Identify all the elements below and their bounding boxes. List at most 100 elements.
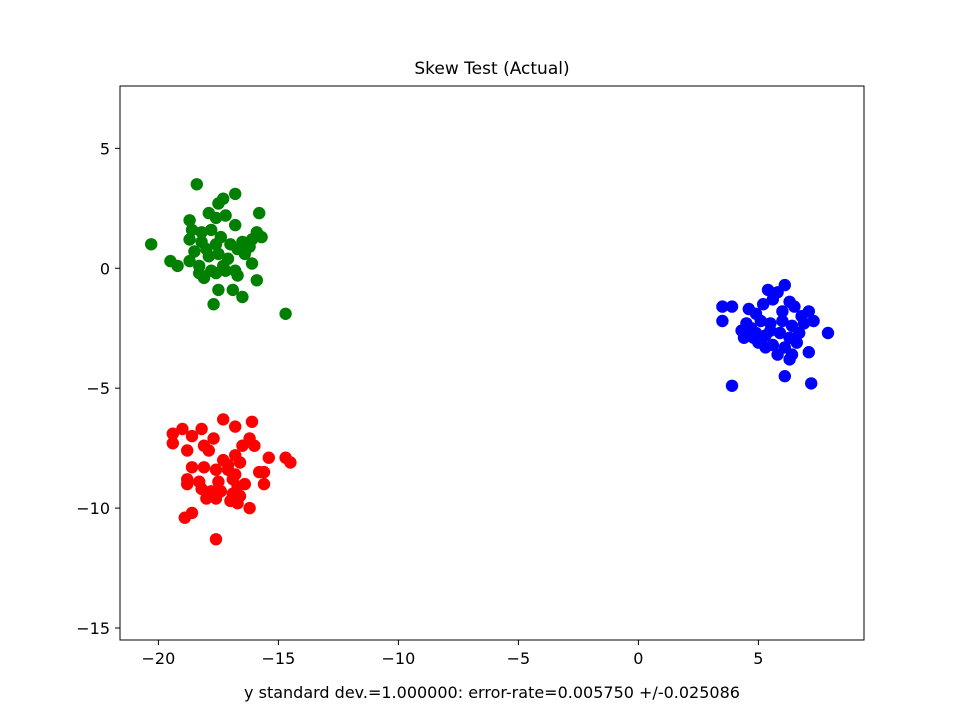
data-point xyxy=(725,300,739,313)
data-point xyxy=(262,451,275,464)
data-point xyxy=(195,226,208,239)
plot-area xyxy=(120,86,864,640)
data-point xyxy=(197,271,211,285)
x-axis-label: y standard dev.=1.000000: error-rate=0.0… xyxy=(244,683,740,702)
data-point xyxy=(776,314,789,328)
data-point xyxy=(185,461,199,474)
data-point xyxy=(790,336,803,349)
x-tick-label: −10 xyxy=(382,649,416,668)
data-point xyxy=(788,300,801,313)
data-point xyxy=(773,326,787,340)
data-point xyxy=(209,463,223,476)
data-point xyxy=(757,298,770,311)
data-point xyxy=(257,477,271,491)
data-point xyxy=(284,456,297,469)
data-point xyxy=(209,266,223,280)
data-point xyxy=(183,233,196,246)
plot-frame xyxy=(119,85,865,641)
data-point xyxy=(807,314,820,328)
data-point xyxy=(257,465,271,479)
data-point xyxy=(229,218,242,232)
data-point xyxy=(229,420,242,433)
data-point xyxy=(802,346,815,359)
data-point xyxy=(236,439,249,452)
data-point xyxy=(250,226,263,239)
data-point xyxy=(188,245,201,258)
data-point xyxy=(797,317,811,330)
data-point xyxy=(783,353,796,366)
data-point xyxy=(279,307,292,320)
data-point xyxy=(195,422,208,436)
data-point xyxy=(231,480,244,493)
data-point xyxy=(231,269,244,282)
points-layer xyxy=(145,178,835,546)
data-point xyxy=(219,264,232,277)
data-point xyxy=(166,427,179,440)
data-point xyxy=(754,314,767,328)
data-point xyxy=(716,314,729,328)
x-tick-label: −5 xyxy=(507,649,531,668)
data-point xyxy=(181,477,194,491)
data-point xyxy=(205,223,218,237)
data-point xyxy=(245,257,259,270)
y-tick-label: −10 xyxy=(76,499,110,518)
data-point xyxy=(764,324,777,337)
data-point xyxy=(238,247,251,261)
x-tick-label: −15 xyxy=(262,649,296,668)
x-tick-label: 0 xyxy=(633,649,643,668)
data-point xyxy=(209,238,223,251)
data-point xyxy=(190,178,203,191)
data-point xyxy=(716,300,729,313)
data-point xyxy=(749,326,763,340)
data-point xyxy=(805,377,818,390)
data-point xyxy=(233,456,247,469)
y-tick-label: −15 xyxy=(76,619,110,638)
data-point xyxy=(778,370,791,383)
data-point xyxy=(171,259,184,273)
data-point xyxy=(183,214,196,227)
data-point xyxy=(766,293,779,306)
data-point xyxy=(229,187,242,201)
data-point xyxy=(759,341,772,354)
data-point xyxy=(725,379,739,392)
data-point xyxy=(200,492,213,505)
data-point xyxy=(250,274,263,287)
data-point xyxy=(253,206,266,220)
data-point xyxy=(207,432,220,445)
data-point xyxy=(183,254,196,268)
data-point xyxy=(202,250,215,263)
data-point xyxy=(231,497,244,510)
data-point xyxy=(217,413,230,426)
data-point xyxy=(219,209,232,222)
data-point xyxy=(207,298,220,311)
data-point xyxy=(185,223,199,237)
y-tick-label: −5 xyxy=(86,379,110,398)
data-point xyxy=(243,501,256,515)
data-point xyxy=(202,444,215,457)
data-point xyxy=(761,283,775,297)
data-point xyxy=(212,247,225,261)
data-point xyxy=(209,533,223,546)
data-point xyxy=(195,482,208,496)
data-point xyxy=(248,439,261,452)
x-tick-label: −20 xyxy=(142,649,176,668)
data-point xyxy=(212,197,225,210)
data-point xyxy=(737,331,751,344)
data-point xyxy=(221,458,235,472)
y-tick-label: 0 xyxy=(100,259,110,278)
data-point xyxy=(176,422,189,436)
chart-title: Skew Test (Actual) xyxy=(414,59,569,79)
x-tick-label: 5 xyxy=(753,649,763,668)
data-point xyxy=(209,492,223,505)
data-point xyxy=(185,429,199,443)
data-point xyxy=(209,211,223,225)
data-point xyxy=(245,415,259,428)
y-tick-label: 5 xyxy=(100,139,110,158)
data-point xyxy=(793,326,806,340)
x-axis: −20 −15 −10 −5 0 5 xyxy=(142,640,763,668)
data-point xyxy=(166,437,179,450)
data-point xyxy=(197,461,211,474)
data-point xyxy=(212,283,225,297)
